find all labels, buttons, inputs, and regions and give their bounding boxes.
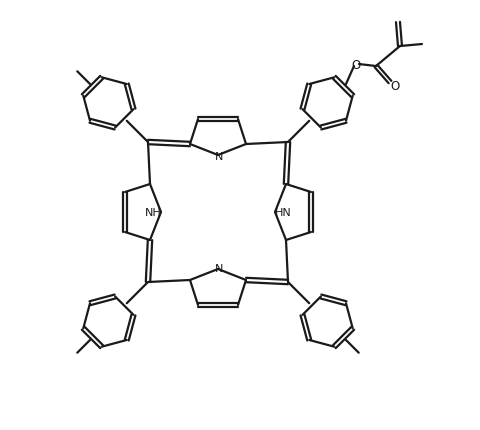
Text: N: N: [215, 152, 223, 162]
Text: O: O: [390, 79, 400, 92]
Text: NH: NH: [144, 208, 161, 218]
Text: N: N: [215, 264, 223, 273]
Text: O: O: [351, 58, 360, 71]
Text: HN: HN: [275, 208, 291, 218]
